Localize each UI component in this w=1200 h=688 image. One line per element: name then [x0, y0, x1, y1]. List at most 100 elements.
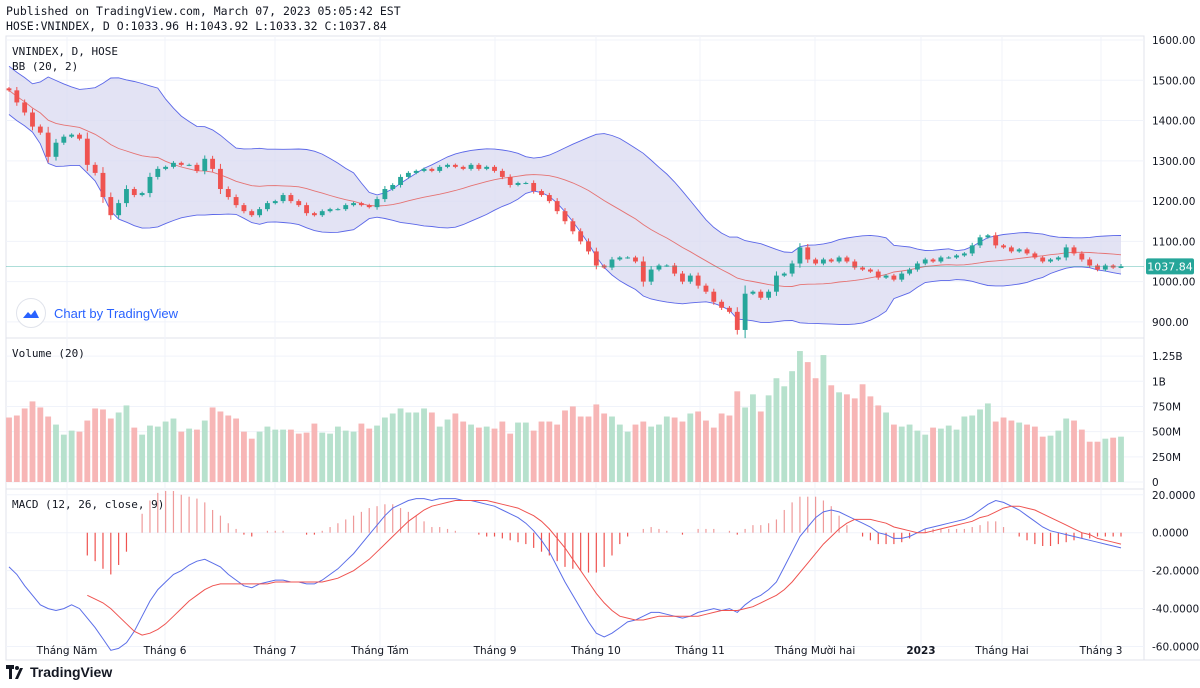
candle — [930, 258, 936, 263]
candle — [938, 255, 944, 264]
volume-bar — [436, 426, 443, 482]
candle — [53, 138, 59, 161]
signal-line — [87, 500, 1122, 636]
candle-body — [1048, 259, 1053, 262]
time-tick-label: Tháng 11 — [674, 645, 725, 657]
chart-by-tradingview[interactable]: Chart by TradingView — [16, 298, 178, 328]
candle — [546, 192, 552, 204]
candle-body — [586, 241, 591, 252]
volume-bar — [969, 415, 976, 482]
volume-bar — [178, 431, 185, 482]
volume-bar — [475, 427, 482, 482]
candle — [844, 255, 850, 264]
volume-bar — [60, 434, 67, 482]
time-tick-label: Tháng 6 — [143, 645, 187, 657]
volume-bar — [45, 416, 52, 482]
volume-tick-label: 750M — [1152, 401, 1181, 413]
volume-bar — [311, 423, 318, 482]
candle — [554, 198, 560, 215]
volume-bar — [750, 394, 756, 482]
candle-body — [155, 168, 161, 177]
candle-body — [711, 291, 717, 302]
candle-body — [468, 164, 474, 169]
watermark-text: Chart by TradingView — [54, 305, 179, 321]
volume-bar — [906, 424, 913, 482]
volume-bar — [538, 421, 545, 482]
volume-bar — [648, 426, 655, 482]
macd-tick-label: -40.0000 — [1152, 604, 1199, 616]
bollinger-bands — [8, 65, 1122, 326]
candle-body — [1001, 245, 1006, 248]
candle — [836, 255, 842, 264]
candle — [280, 192, 286, 204]
tradingview-logo[interactable]: TradingView — [6, 664, 112, 680]
candle — [640, 256, 646, 287]
candle — [781, 272, 787, 277]
candle-body — [351, 203, 356, 206]
candle-body — [1008, 247, 1014, 252]
candle-body — [1118, 266, 1124, 268]
volume-bar — [883, 412, 889, 482]
candle — [813, 257, 819, 266]
candle — [437, 165, 443, 173]
candle — [1087, 257, 1093, 268]
candle — [617, 256, 623, 261]
candle-body — [656, 265, 662, 270]
candle — [186, 163, 192, 167]
candle — [499, 168, 505, 180]
candle-body — [719, 301, 725, 308]
candle-body — [664, 265, 670, 267]
volume-bar — [264, 426, 271, 482]
volume-bar — [593, 404, 600, 482]
volume-bar — [569, 406, 576, 482]
candle — [202, 155, 208, 175]
volume-bar — [201, 420, 208, 482]
volume-bar — [953, 429, 960, 482]
candle-body — [930, 259, 936, 262]
candle-body — [1024, 249, 1030, 254]
candle-body — [69, 134, 75, 137]
volume-bar — [1008, 420, 1015, 482]
candle-body — [836, 257, 842, 262]
candle — [539, 189, 544, 197]
candle — [218, 163, 223, 195]
volume-bars — [6, 351, 1124, 482]
candle-body — [421, 168, 427, 171]
volume-bar — [327, 433, 333, 482]
volume-bar — [609, 416, 615, 482]
candle — [758, 289, 764, 300]
candle — [672, 262, 678, 277]
volume-bar — [859, 384, 866, 482]
volume-bar — [460, 421, 467, 482]
candle — [1048, 258, 1053, 263]
time-tick-label: Tháng 10 — [570, 645, 621, 657]
candle-body — [233, 197, 239, 206]
volume-bar — [115, 412, 122, 482]
candle — [241, 202, 247, 214]
volume-bar — [734, 391, 741, 482]
candle-body — [946, 257, 952, 259]
candle-body — [938, 257, 944, 262]
candle-body — [821, 259, 826, 264]
candle — [61, 134, 67, 145]
candle — [1001, 244, 1006, 249]
candle-body — [272, 201, 278, 204]
volume-bar — [1039, 436, 1046, 482]
volume-bar — [233, 418, 240, 482]
macd-tick-label: 0.0000 — [1152, 528, 1189, 540]
candle — [468, 163, 474, 171]
candle — [272, 199, 278, 205]
volume-bar — [726, 415, 733, 482]
candle-body — [687, 275, 693, 282]
candle-body — [225, 189, 231, 198]
candle-body — [609, 259, 615, 268]
candle-body — [14, 90, 20, 103]
volume-bar — [405, 412, 412, 482]
candle — [351, 201, 356, 207]
volume-bar — [773, 378, 780, 482]
candle-body — [92, 164, 98, 173]
volume-tick-label: 500M — [1152, 427, 1181, 439]
candle-body — [288, 195, 294, 202]
volume-bar — [68, 430, 75, 482]
